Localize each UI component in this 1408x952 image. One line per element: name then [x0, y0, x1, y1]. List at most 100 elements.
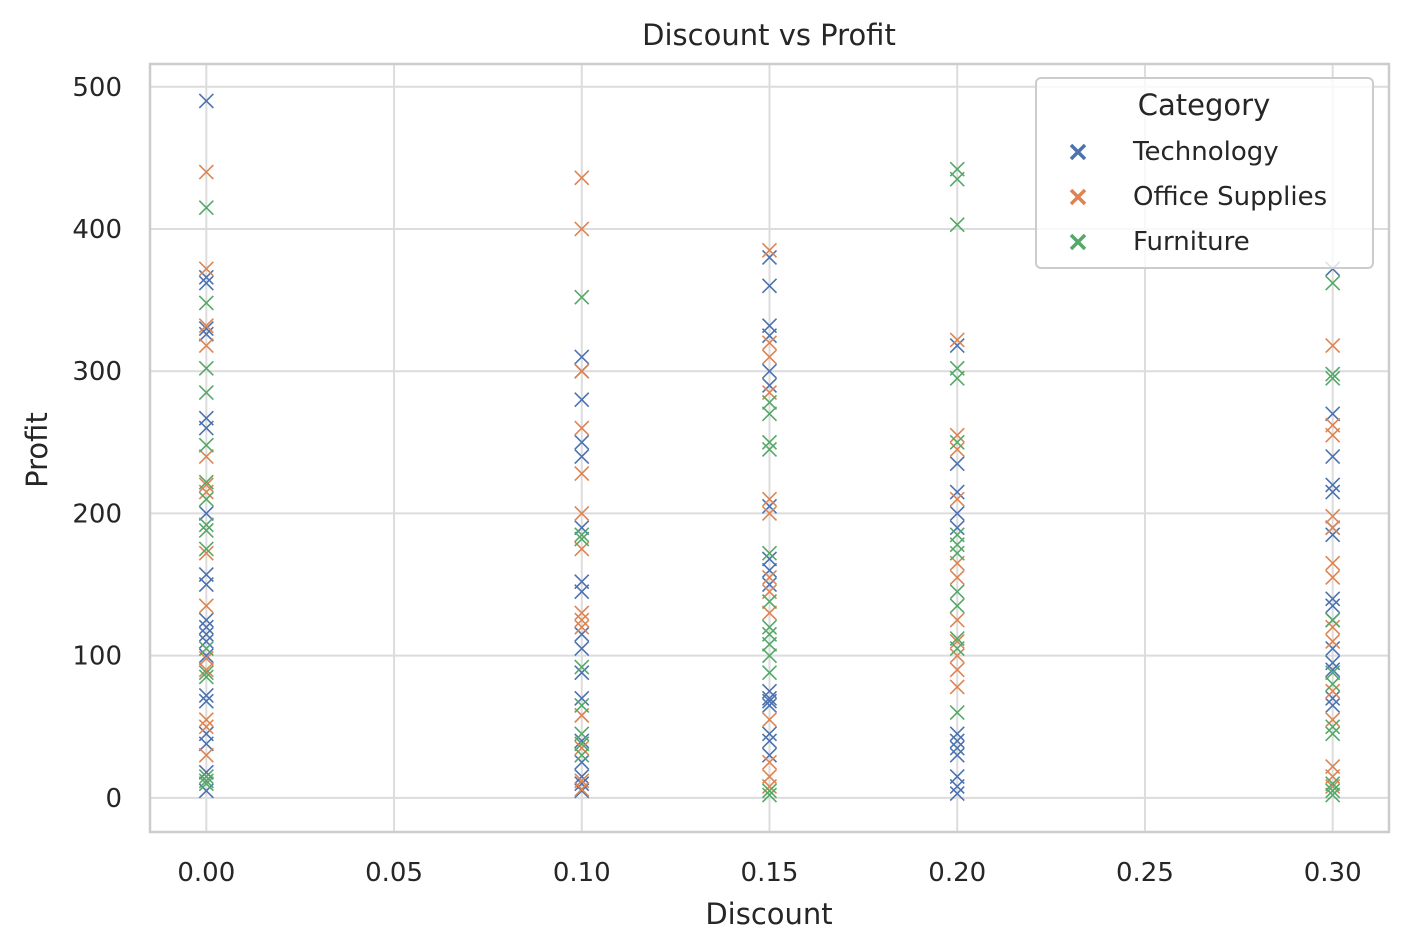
data-point — [761, 726, 778, 742]
data-point — [949, 370, 965, 386]
data-point — [1325, 690, 1341, 706]
data-point — [198, 261, 214, 277]
x-tick-label: 0.15 — [741, 858, 799, 888]
data-point — [574, 584, 590, 600]
data-point — [1325, 697, 1341, 713]
data-point — [949, 598, 965, 614]
data-point — [1325, 366, 1341, 382]
data-point — [949, 612, 965, 628]
data-point — [949, 441, 965, 457]
data-point — [949, 505, 965, 521]
data-point — [574, 527, 590, 543]
data-point — [574, 520, 590, 536]
data-point — [574, 697, 590, 713]
data-point — [198, 522, 214, 539]
data-point — [949, 747, 965, 763]
series-0 — [198, 93, 1341, 802]
data-point — [1325, 406, 1341, 422]
data-point — [198, 665, 214, 681]
legend-marker — [1069, 143, 1087, 161]
data-point — [761, 636, 778, 652]
data-point — [574, 392, 590, 408]
data-point — [1325, 683, 1341, 699]
data-point — [949, 648, 965, 664]
data-point — [198, 619, 214, 635]
data-point — [949, 584, 965, 600]
data-point — [198, 773, 214, 789]
data-point — [761, 349, 778, 365]
data-point — [574, 747, 590, 763]
data-point — [198, 640, 214, 657]
data-point — [949, 679, 965, 695]
data-point — [949, 456, 965, 472]
data-point — [198, 648, 214, 664]
data-point — [1325, 633, 1341, 649]
data-point — [574, 733, 590, 749]
data-point — [949, 569, 965, 585]
data-point — [1325, 726, 1341, 742]
data-point — [574, 221, 590, 237]
data-point — [574, 619, 590, 635]
data-point — [761, 576, 778, 593]
data-point — [761, 693, 778, 709]
y-tick-labels: 0 100 200 300 400 500 — [72, 73, 122, 814]
plot-area-frame — [148, 62, 1391, 834]
data-point — [761, 605, 778, 621]
data-point — [574, 626, 590, 642]
data-point — [1325, 598, 1341, 614]
data-point — [198, 164, 214, 180]
data-point — [574, 690, 590, 706]
data-point — [761, 747, 778, 763]
data-point — [1325, 665, 1341, 681]
data-point — [949, 662, 965, 678]
data-point — [761, 545, 778, 561]
data-point — [198, 517, 214, 533]
data-point — [1325, 527, 1341, 543]
data-point — [1325, 338, 1341, 354]
legend-label: Office Supplies — [1133, 182, 1327, 212]
data-point — [198, 320, 214, 337]
data-point — [761, 406, 778, 422]
data-point — [761, 363, 778, 379]
data-point — [949, 338, 965, 354]
data-point — [761, 712, 778, 728]
data-point — [1325, 448, 1341, 465]
data-point — [574, 363, 590, 379]
y-tick-label: 400 — [72, 215, 122, 245]
data-point — [198, 491, 214, 507]
data-point — [198, 541, 214, 557]
data-point — [1325, 712, 1341, 728]
data-point — [574, 466, 590, 482]
data-point — [574, 170, 590, 186]
data-point — [1325, 619, 1341, 635]
data-point — [1325, 370, 1341, 386]
legend-label: Furniture — [1133, 227, 1250, 257]
data-point — [761, 648, 778, 664]
series-1 — [198, 164, 1341, 797]
data-point — [198, 687, 214, 704]
data-point — [1325, 719, 1341, 735]
data-point — [761, 551, 778, 567]
data-point — [198, 719, 214, 735]
data-point — [574, 448, 590, 465]
data-point — [761, 665, 778, 681]
data-point — [949, 217, 965, 233]
data-point — [1325, 275, 1341, 291]
data-point — [949, 640, 965, 657]
x-tick-label: 0.30 — [1304, 858, 1362, 888]
legend-label: Technology — [1132, 137, 1279, 167]
y-tick-label: 0 — [105, 784, 122, 814]
data-point — [949, 434, 965, 450]
data-point — [574, 781, 590, 797]
data-point — [949, 740, 965, 756]
data-point — [574, 349, 590, 365]
data-points — [198, 93, 1341, 803]
chart-title: Discount vs Profit — [642, 18, 896, 52]
data-point — [198, 437, 214, 453]
data-point — [198, 776, 214, 792]
data-point — [761, 787, 778, 803]
data-point — [1325, 591, 1341, 607]
data-point — [1325, 477, 1341, 493]
data-point — [574, 434, 590, 450]
